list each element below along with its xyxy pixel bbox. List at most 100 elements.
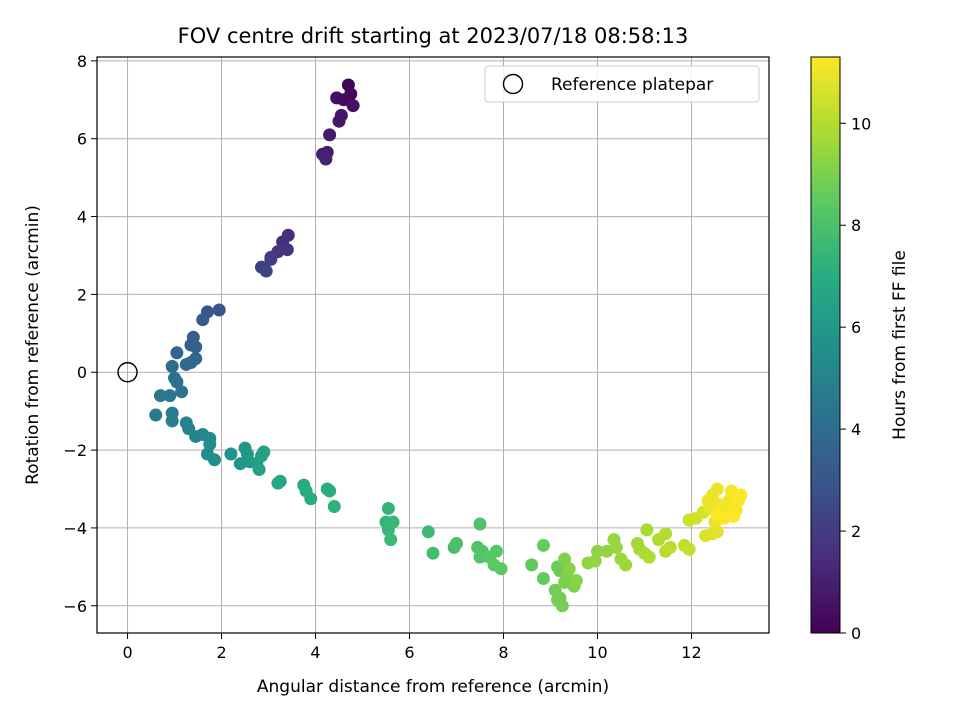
y-axis-label: Rotation from reference (arcmin) [23,205,43,485]
data-point [175,385,189,399]
data-point [149,408,163,422]
x-tick-label: 4 [310,643,320,662]
data-point [224,447,238,461]
data-point [536,572,550,586]
data-point [710,482,724,496]
reference-marker-group [117,362,138,383]
data-point [640,523,654,537]
chart-title: FOV centre drift starting at 2023/07/18 … [178,24,689,48]
data-point [271,476,285,490]
data-point [473,550,487,564]
x-axis-ticks: 0 2 4 6 8 10 12 [122,633,702,662]
data-point [551,593,565,607]
data-point [165,414,179,428]
data-point [449,536,463,550]
colorbar-ticks: 0 2 4 6 8 10 [840,114,871,643]
y-tick-label: −2 [63,441,87,460]
legend-box [484,65,760,103]
data-point [607,533,621,547]
data-point [473,517,487,531]
data-point [487,558,501,572]
y-axis-ticks: −6 −4 −2 0 2 4 6 8 [63,52,97,616]
data-point [323,484,337,498]
data-point [590,544,604,558]
plot-frame [96,56,770,634]
legend: Reference platepar [484,65,760,103]
x-tick-label: 12 [681,643,701,662]
data-point [153,389,167,403]
data-point [569,573,583,587]
data-point [179,357,193,371]
data-point [722,494,736,508]
data-point [212,303,226,317]
data-point [588,554,602,568]
data-point [727,509,741,523]
colorbar-tick-label: 0 [851,624,861,643]
y-tick-label: 6 [77,130,87,149]
x-axis-label: Angular distance from reference (arcmin) [257,677,609,697]
data-point [710,525,724,539]
colorbar-tick-label: 6 [851,318,861,337]
data-point [642,550,656,564]
data-point [163,389,177,403]
colorbar-label: Hours from first FF file [890,250,910,440]
data-point [682,542,696,556]
data-point [196,313,210,327]
data-point [252,463,266,477]
colorbar-gradient [810,56,841,634]
data-point [701,494,715,508]
data-point [536,538,550,552]
data-point [489,544,503,558]
data-point [346,99,360,113]
legend-entry-reference: Reference platepar [551,75,713,95]
data-point [426,546,440,560]
data-point [207,453,221,467]
x-tick-label: 10 [587,643,607,662]
x-tick-label: 0 [122,643,132,662]
data-point [562,562,576,576]
data-point [710,507,724,521]
colorbar-tick-label: 4 [851,420,861,439]
data-points [149,78,748,613]
y-tick-label: 8 [77,52,87,71]
data-point [525,558,539,572]
reference-platepar-marker [117,362,138,383]
x-tick-label: 8 [498,643,508,662]
legend-reference-marker-icon [502,73,524,95]
data-point [165,359,179,373]
y-tick-label: −4 [63,519,87,538]
y-tick-label: 4 [77,208,87,227]
colorbar: 0 2 4 6 8 10 Hours from first FF file [810,56,910,643]
data-point [421,525,435,539]
data-point [203,437,217,451]
data-point [332,114,346,128]
colorbar-tick-label: 8 [851,216,861,235]
y-tick-label: 0 [77,363,87,382]
data-point [381,523,395,537]
colorbar-tick-label: 2 [851,522,861,541]
data-point [384,533,398,547]
data-point [319,152,333,166]
y-tick-label: 2 [77,285,87,304]
y-tick-label: −6 [63,597,87,616]
data-point [663,540,677,554]
colorbar-tick-label: 10 [851,114,871,133]
grid-lines [97,57,769,633]
data-point [381,501,395,515]
x-tick-label: 2 [216,643,226,662]
data-point [259,264,273,278]
data-point [659,527,673,541]
data-point [264,252,278,266]
x-tick-label: 6 [404,643,414,662]
data-point [257,445,271,459]
data-point [189,340,203,354]
data-point [170,346,184,360]
data-point [558,552,572,566]
data-point [330,91,344,105]
data-point [327,500,341,514]
data-point [734,488,748,502]
data-point [619,558,633,572]
data-point [323,128,337,142]
data-point [170,375,184,389]
